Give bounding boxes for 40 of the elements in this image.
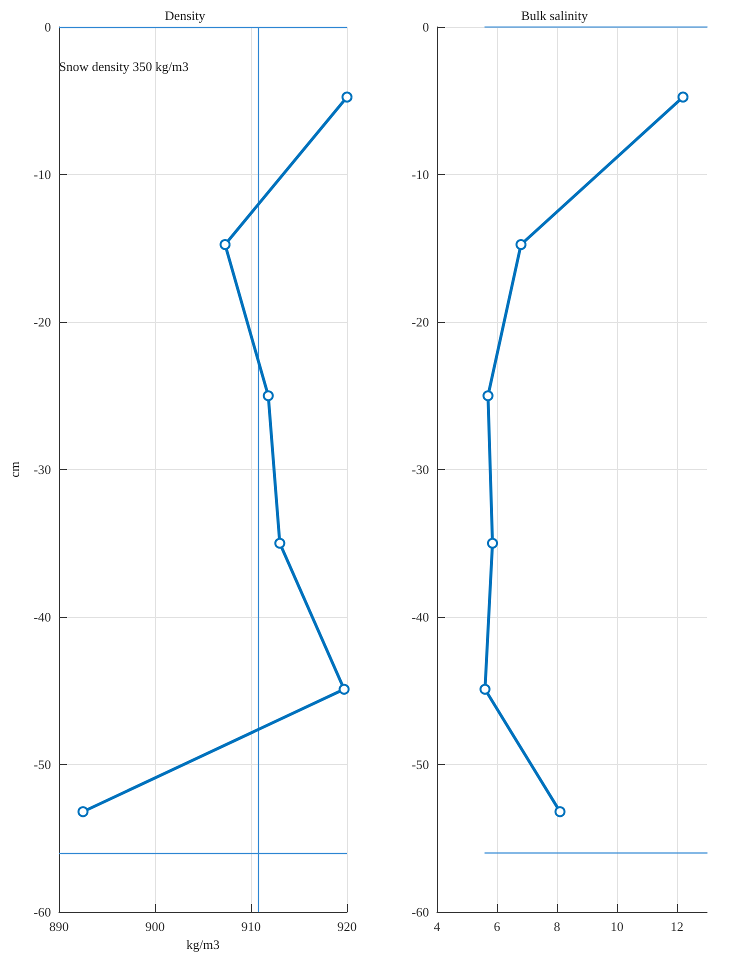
y-tick-label: -60 <box>34 904 51 920</box>
x-tick-label: 890 <box>49 919 69 934</box>
point <box>78 806 88 818</box>
x-tick-label: 10 <box>610 919 624 934</box>
point <box>338 684 350 695</box>
y-tick-label: -20 <box>412 314 429 330</box>
y-tick-label: -50 <box>34 757 51 772</box>
y-tick-label: -10 <box>412 167 429 182</box>
y-tick-label: -30 <box>34 462 51 477</box>
x-tick-label: 900 <box>145 919 165 934</box>
x-tick-label: 4 <box>434 919 441 934</box>
point <box>678 92 688 103</box>
y-tick-label: 0 <box>422 20 429 34</box>
point <box>554 806 566 818</box>
chart-title: Bulk salinity <box>521 8 588 23</box>
x-tick-label: 8 <box>554 919 560 934</box>
x-tick-label: 6 <box>494 919 501 934</box>
x-tick-label: 920 <box>337 919 357 934</box>
x-axis-title: kg/m3 <box>186 937 220 952</box>
point <box>480 684 490 695</box>
point <box>487 538 498 549</box>
point <box>274 538 286 549</box>
point <box>220 239 231 250</box>
x-tick-label: 910 <box>241 919 261 934</box>
y-tick-label: -40 <box>34 610 51 624</box>
chart-title: Density <box>164 8 206 23</box>
y-tick-label: -50 <box>412 757 429 772</box>
y-tick-label: 0 <box>44 20 51 34</box>
point <box>342 92 352 103</box>
y-tick-label: -40 <box>412 610 429 624</box>
annotation: Snow density 350 kg/m3 <box>59 59 189 74</box>
y-tick-label: -20 <box>34 314 51 330</box>
x-tick-label: 12 <box>670 919 684 934</box>
point <box>262 390 274 402</box>
y-axis-title: cm <box>7 462 22 478</box>
point <box>516 239 526 250</box>
y-tick-label: -60 <box>412 904 429 920</box>
y-tick-label: -30 <box>412 462 429 477</box>
point <box>482 390 494 402</box>
y-tick-label: -10 <box>34 167 51 182</box>
